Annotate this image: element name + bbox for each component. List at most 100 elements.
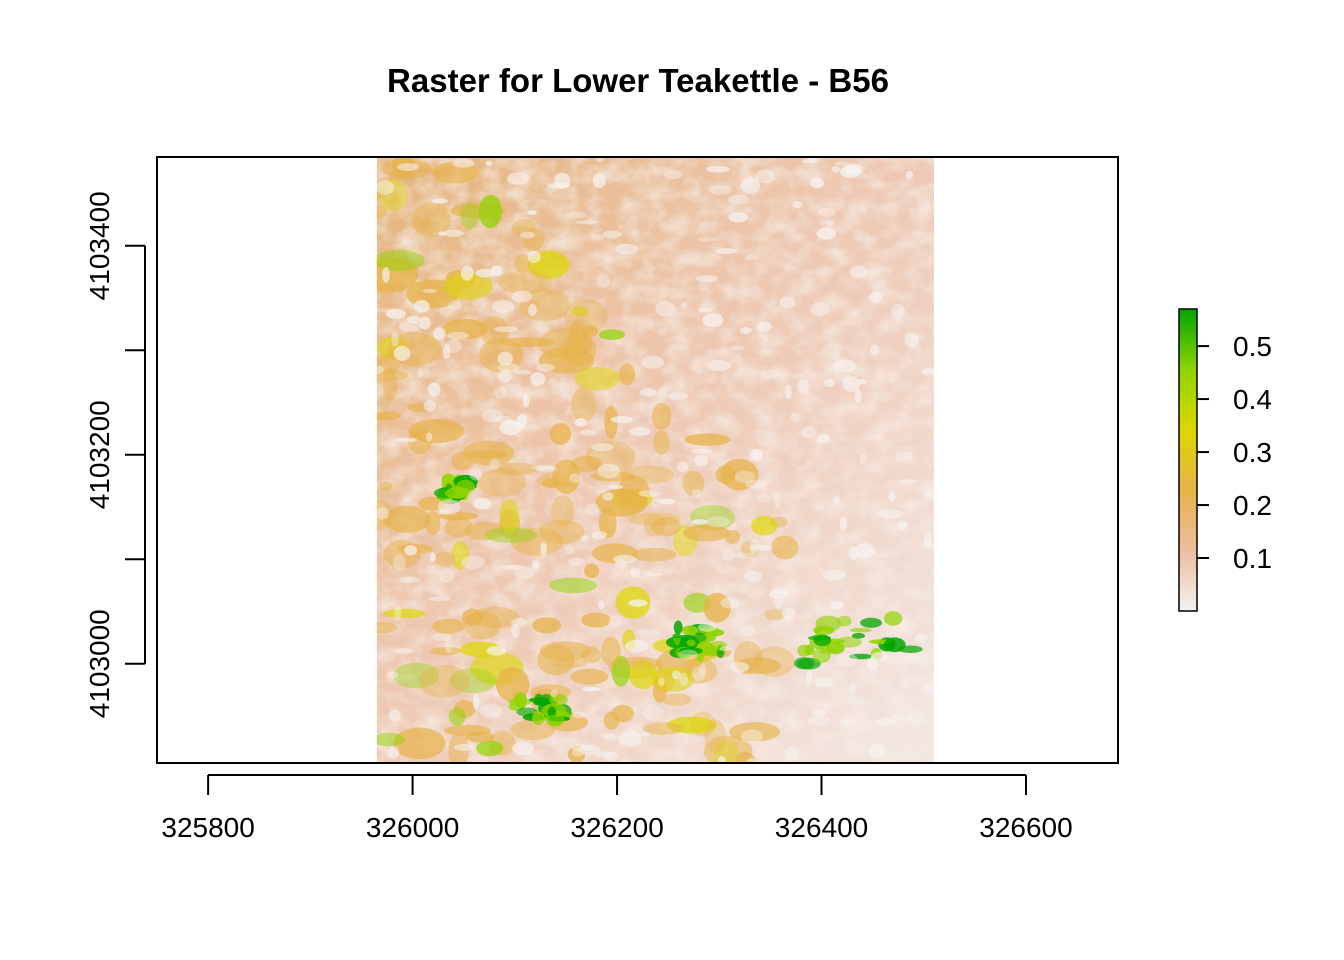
raster-patch bbox=[653, 430, 670, 455]
raster-patch bbox=[448, 707, 466, 726]
raster-patch bbox=[478, 194, 502, 229]
raster-patch bbox=[571, 386, 597, 423]
raster-speck bbox=[592, 173, 606, 189]
raster-speck bbox=[811, 709, 827, 716]
raster-speck bbox=[835, 653, 858, 667]
raster-speck bbox=[595, 157, 605, 163]
raster-patch bbox=[814, 626, 821, 636]
colorbar-legend: 0.1 0.2 0.3 0.4 0.5 bbox=[1178, 308, 1272, 612]
raster-speck bbox=[431, 198, 449, 204]
raster-speck bbox=[590, 442, 614, 452]
raster-speck bbox=[784, 746, 800, 761]
raster-speck bbox=[478, 703, 503, 718]
vegetation-patches bbox=[376, 157, 934, 763]
raster-speck bbox=[404, 545, 418, 556]
raster-speck bbox=[579, 429, 597, 436]
raster-speck bbox=[888, 491, 896, 502]
raster-speck bbox=[491, 299, 515, 313]
raster-speck bbox=[904, 332, 919, 348]
raster-speck bbox=[903, 654, 923, 665]
raster-speck bbox=[745, 480, 767, 489]
raster-patch bbox=[408, 418, 465, 444]
raster-patch bbox=[709, 640, 728, 651]
raster-speck bbox=[809, 177, 825, 189]
raster-patch bbox=[441, 473, 456, 488]
raster-speck bbox=[866, 658, 878, 671]
raster-speck bbox=[526, 210, 537, 215]
raster-patch bbox=[850, 628, 872, 633]
x-tick-label: 326400 bbox=[775, 812, 868, 843]
raster-speck bbox=[870, 344, 879, 356]
raster-patch bbox=[883, 611, 903, 626]
raster-speck bbox=[678, 649, 698, 660]
raster-patch bbox=[797, 657, 821, 670]
raster-patch bbox=[619, 363, 636, 386]
raster-speck bbox=[640, 731, 650, 737]
raster-patch bbox=[574, 366, 621, 391]
raster-patch bbox=[429, 647, 463, 656]
raster-speck bbox=[607, 484, 624, 490]
raster-patch bbox=[651, 517, 681, 537]
raster-speck bbox=[530, 372, 546, 386]
raster-patch bbox=[425, 511, 441, 536]
raster-speck bbox=[387, 746, 400, 760]
raster-patch bbox=[601, 636, 621, 666]
raster-speck bbox=[744, 570, 763, 583]
raster-patch bbox=[513, 691, 528, 707]
raster-speck bbox=[832, 359, 856, 373]
raster-speck bbox=[868, 743, 886, 758]
raster-patch bbox=[599, 329, 625, 340]
raster-patch bbox=[432, 618, 465, 634]
raster-speck bbox=[698, 662, 706, 676]
raster-speck bbox=[694, 454, 709, 467]
raster-speck bbox=[497, 351, 513, 366]
raster-patch bbox=[443, 272, 493, 300]
raster-patch bbox=[678, 647, 703, 655]
raster-patch bbox=[499, 508, 521, 540]
raster-speck bbox=[600, 732, 616, 740]
raster-speck bbox=[663, 170, 683, 180]
raster-speck bbox=[818, 207, 836, 217]
raster-speck bbox=[493, 386, 508, 399]
raster-speck bbox=[604, 733, 619, 742]
raster-speck bbox=[691, 488, 702, 498]
raster-speck bbox=[731, 552, 754, 559]
raster-speck bbox=[393, 554, 406, 570]
raster-patch bbox=[764, 608, 786, 621]
raster-patch bbox=[532, 617, 562, 634]
raster-speck bbox=[586, 503, 600, 516]
raster-speck bbox=[618, 731, 642, 747]
raster-speck bbox=[473, 497, 492, 510]
raster-patch bbox=[771, 535, 799, 560]
raster-patch bbox=[499, 337, 555, 348]
raster-speck bbox=[839, 165, 861, 179]
x-axis: 325800 326000 326200 326400 326600 bbox=[161, 774, 1073, 843]
raster-speck bbox=[569, 473, 582, 483]
raster-speck bbox=[790, 412, 800, 423]
raster-patch bbox=[666, 716, 717, 734]
raster-speck bbox=[709, 184, 733, 195]
y-tick-label: 4103200 bbox=[84, 400, 115, 509]
raster-speck bbox=[386, 308, 406, 319]
raster-patch bbox=[434, 551, 456, 567]
raster-patch bbox=[548, 693, 568, 706]
raster-patch bbox=[684, 433, 731, 446]
raster-speck bbox=[707, 360, 731, 372]
raster-speck bbox=[746, 758, 757, 763]
raster-speck bbox=[734, 470, 756, 484]
y-axis: 4103000 4103200 4103400 bbox=[84, 191, 146, 718]
raster-patch bbox=[461, 608, 483, 626]
raster-speck bbox=[840, 718, 850, 727]
raster-speck bbox=[511, 290, 533, 303]
raster-speck bbox=[603, 751, 619, 762]
raster-speck bbox=[830, 600, 844, 610]
raster-speck bbox=[641, 355, 665, 369]
raster-speck bbox=[506, 172, 530, 186]
raster-speck bbox=[615, 558, 627, 570]
colorbar-tick-label: 0.3 bbox=[1233, 437, 1272, 468]
raster-patch bbox=[418, 664, 470, 698]
raster-speck bbox=[816, 227, 837, 240]
raster-speck bbox=[628, 599, 648, 607]
raster-speck bbox=[834, 161, 852, 167]
raster-speck bbox=[805, 670, 813, 685]
